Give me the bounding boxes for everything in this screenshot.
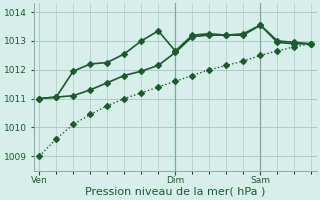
X-axis label: Pression niveau de la mer( hPa ): Pression niveau de la mer( hPa ) [85, 187, 266, 197]
